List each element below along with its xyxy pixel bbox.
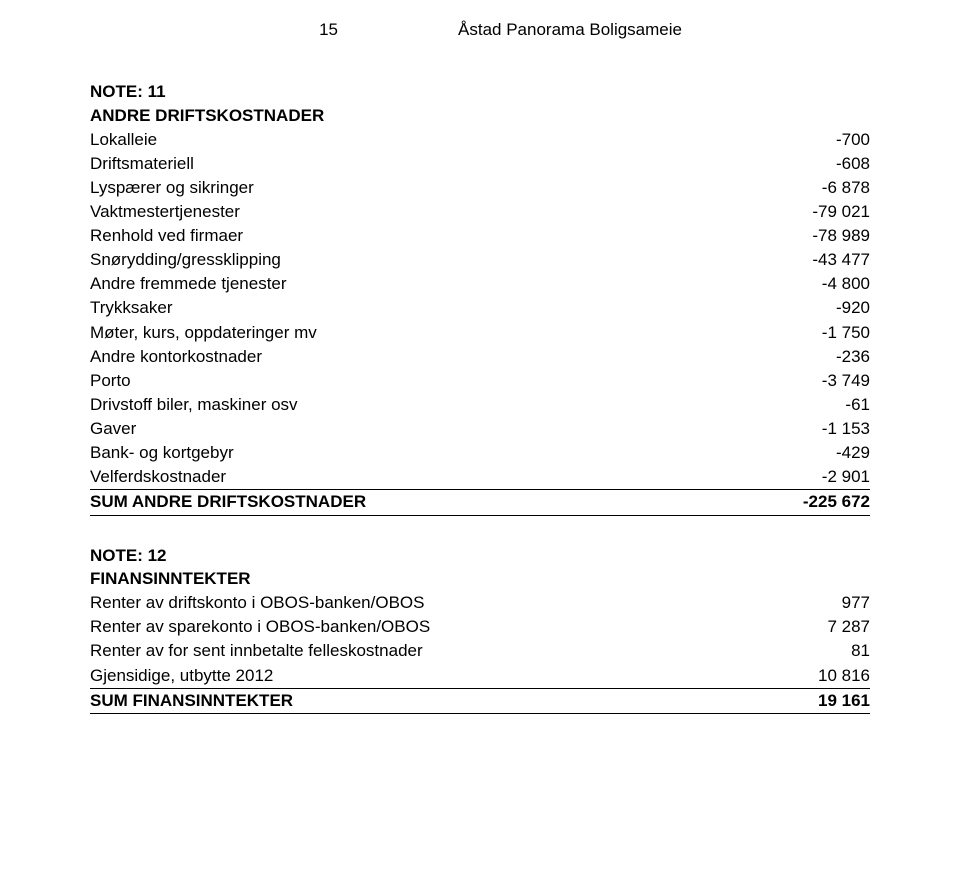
note-12-block: NOTE: 12 FINANSINNTEKTER Renter av drift…	[90, 544, 870, 714]
row-value: -700	[816, 128, 870, 152]
row-label: Vaktmestertjenester	[90, 200, 792, 224]
org-name: Åstad Panorama Boligsameie	[458, 20, 682, 40]
table-row: Møter, kurs, oppdateringer mv -1 750	[90, 321, 870, 345]
note-11-label: NOTE: 11	[90, 80, 870, 104]
row-value: 10 816	[798, 664, 870, 688]
table-row: Andre fremmede tjenester -4 800	[90, 272, 870, 296]
table-row: Andre kontorkostnader -236	[90, 345, 870, 369]
row-value: -61	[825, 393, 870, 417]
row-value: 7 287	[807, 615, 870, 639]
note-12-sum-row: SUM FINANSINNTEKTER 19 161	[90, 688, 870, 714]
row-value: -79 021	[792, 200, 870, 224]
row-value: 81	[831, 639, 870, 663]
row-value: -2 901	[802, 465, 870, 489]
row-label: Bank- og kortgebyr	[90, 441, 816, 465]
row-label: Renter av for sent innbetalte felleskost…	[90, 639, 831, 663]
row-label: Gjensidige, utbytte 2012	[90, 664, 798, 688]
row-label: Lyspærer og sikringer	[90, 176, 802, 200]
row-value: -429	[816, 441, 870, 465]
row-value: -608	[816, 152, 870, 176]
table-row: Renhold ved firmaer -78 989	[90, 224, 870, 248]
row-label: Gaver	[90, 417, 802, 441]
table-row: Trykksaker -920	[90, 296, 870, 320]
row-label: Snørydding/gressklipping	[90, 248, 792, 272]
table-row: Lokalleie -700	[90, 128, 870, 152]
row-label: Renter av sparekonto i OBOS-banken/OBOS	[90, 615, 807, 639]
document-page: 15 Åstad Panorama Boligsameie NOTE: 11 A…	[0, 0, 960, 885]
row-label: Lokalleie	[90, 128, 816, 152]
table-row: Gaver -1 153	[90, 417, 870, 441]
row-label: Andre fremmede tjenester	[90, 272, 802, 296]
sum-value: -225 672	[783, 490, 870, 514]
table-row: Lyspærer og sikringer -6 878	[90, 176, 870, 200]
note-12-title: FINANSINNTEKTER	[90, 567, 870, 591]
table-row: Drivstoff biler, maskiner osv -61	[90, 393, 870, 417]
table-row: Driftsmateriell -608	[90, 152, 870, 176]
row-value: -1 750	[802, 321, 870, 345]
table-row: Porto -3 749	[90, 369, 870, 393]
row-value: -78 989	[792, 224, 870, 248]
table-row: Velferdskostnader -2 901	[90, 465, 870, 489]
row-label: Velferdskostnader	[90, 465, 802, 489]
row-value: -1 153	[802, 417, 870, 441]
sum-value: 19 161	[798, 689, 870, 713]
row-value: -236	[816, 345, 870, 369]
row-value: 977	[822, 591, 870, 615]
row-value: -6 878	[802, 176, 870, 200]
row-label: Møter, kurs, oppdateringer mv	[90, 321, 802, 345]
row-label: Trykksaker	[90, 296, 816, 320]
row-value: -4 800	[802, 272, 870, 296]
note-11-block: NOTE: 11 ANDRE DRIFTSKOSTNADER Lokalleie…	[90, 80, 870, 516]
table-row: Bank- og kortgebyr -429	[90, 441, 870, 465]
row-label: Andre kontorkostnader	[90, 345, 816, 369]
table-row: Snørydding/gressklipping -43 477	[90, 248, 870, 272]
row-value: -3 749	[802, 369, 870, 393]
table-row: Renter av driftskonto i OBOS-banken/OBOS…	[90, 591, 870, 615]
row-label: Porto	[90, 369, 802, 393]
table-row: Renter av for sent innbetalte felleskost…	[90, 639, 870, 663]
row-value: -920	[816, 296, 870, 320]
row-value: -43 477	[792, 248, 870, 272]
table-row: Gjensidige, utbytte 2012 10 816	[90, 664, 870, 688]
table-row: Vaktmestertjenester -79 021	[90, 200, 870, 224]
row-label: Drivstoff biler, maskiner osv	[90, 393, 825, 417]
sum-label: SUM ANDRE DRIFTSKOSTNADER	[90, 490, 783, 514]
row-label: Renter av driftskonto i OBOS-banken/OBOS	[90, 591, 822, 615]
page-header: 15 Åstad Panorama Boligsameie	[90, 20, 870, 40]
table-row: Renter av sparekonto i OBOS-banken/OBOS …	[90, 615, 870, 639]
row-label: Driftsmateriell	[90, 152, 816, 176]
note-11-sum-row: SUM ANDRE DRIFTSKOSTNADER -225 672	[90, 489, 870, 515]
note-11-title: ANDRE DRIFTSKOSTNADER	[90, 104, 870, 128]
note-12-label: NOTE: 12	[90, 544, 870, 568]
sum-label: SUM FINANSINNTEKTER	[90, 689, 798, 713]
page-number: 15	[278, 20, 338, 40]
row-label: Renhold ved firmaer	[90, 224, 792, 248]
